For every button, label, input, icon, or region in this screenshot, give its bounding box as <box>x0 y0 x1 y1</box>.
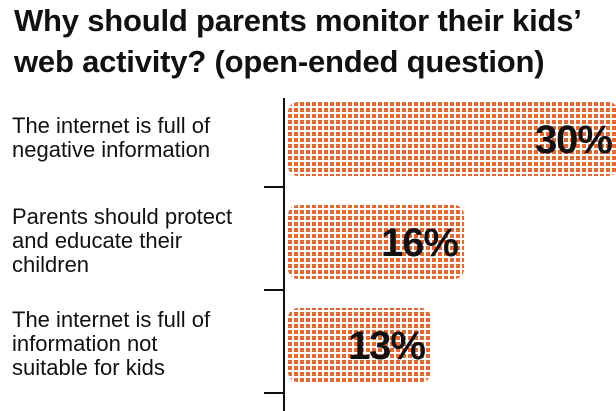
category-label-line: children <box>12 252 89 277</box>
bar <box>288 308 431 382</box>
category-label-line: and educate their <box>12 228 182 253</box>
bar-value-label: 13% <box>348 324 425 368</box>
category-label: The internet is full of information not su… <box>12 307 211 380</box>
bar <box>288 205 464 279</box>
category-label-line: information not <box>12 331 158 356</box>
bar <box>288 102 616 176</box>
category-label: The internet is full of negative informat… <box>12 113 211 162</box>
category-label: Parents should protect and educate their c… <box>12 204 232 277</box>
chart-title: Why should parents monitor their kids’ w… <box>14 3 580 79</box>
category-label-line: suitable for kids <box>12 355 165 380</box>
bar-value-label: 16% <box>381 221 458 265</box>
bar-value-label: 30% <box>535 118 612 162</box>
category-label-line: The internet is full of <box>12 113 211 138</box>
category-label-line: negative information <box>12 137 210 162</box>
category-label-line: The internet is full of <box>12 307 211 332</box>
category-label-line: Parents should protect <box>12 204 232 229</box>
